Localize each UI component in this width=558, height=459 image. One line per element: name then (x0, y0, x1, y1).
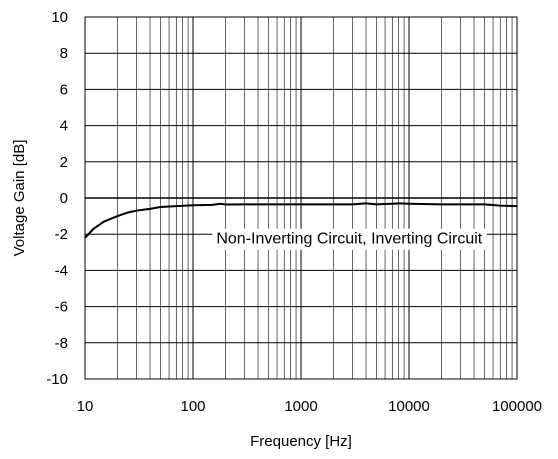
y-axis-label: Voltage Gain [dB] (11, 140, 28, 257)
y-tick-labels: 10 8 6 4 2 0 -2 -4 -6 -8 -10 (46, 9, 68, 388)
y-tick-label: 10 (51, 9, 68, 26)
series-line (84, 202, 518, 239)
y-tick-label: 8 (60, 45, 68, 62)
x-tick-label: 1000 (284, 398, 317, 415)
plot-frame (84, 16, 518, 380)
y-tick-label: 4 (60, 118, 68, 135)
annotation-background (212, 228, 487, 250)
y-tick-label: -2 (55, 226, 68, 243)
y-tick-label: -10 (46, 371, 68, 388)
x-axis-label: Frequency [Hz] (250, 433, 352, 450)
y-tick-label: 2 (60, 154, 68, 171)
y-tick-label: -4 (55, 262, 68, 279)
annotation: Non-Inverting Circuit, Inverting Circuit (212, 228, 487, 250)
y-tick-label: 0 (60, 190, 68, 207)
annotation-label: Non-Inverting Circuit, Inverting Circuit (216, 231, 482, 248)
x-tick-label: 100 (180, 398, 205, 415)
x-tick-label: 10 (77, 398, 94, 415)
y-tick-label: -6 (55, 299, 68, 316)
x-tick-labels: 10 100 1000 10000 100000 (77, 398, 542, 415)
y-tick-label: -8 (55, 335, 68, 352)
y-tick-label: 6 (60, 81, 68, 98)
x-tick-label: 10000 (388, 398, 430, 415)
x-tick-label: 100000 (492, 398, 542, 415)
